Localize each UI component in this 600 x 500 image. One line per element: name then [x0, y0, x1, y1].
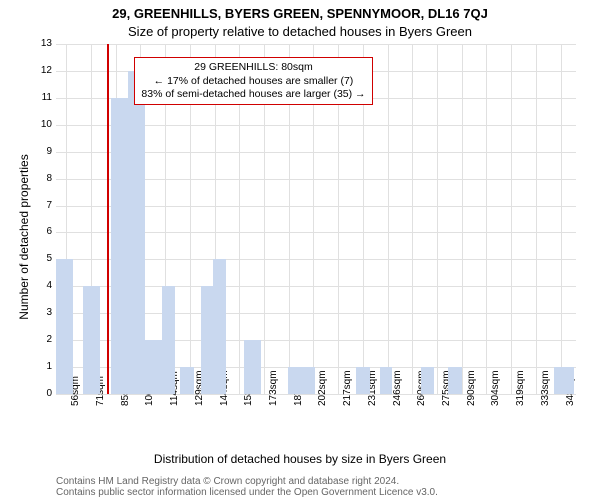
reference-line	[107, 44, 109, 394]
footer-text: Contains HM Land Registry data © Crown c…	[56, 476, 438, 498]
footer-line-1: Contains HM Land Registry data © Crown c…	[56, 476, 438, 487]
histogram-bar	[421, 367, 435, 394]
histogram-bar	[162, 286, 176, 394]
gridline-v	[462, 44, 463, 394]
annotation-line-2: ← 17% of detached houses are smaller (7)	[141, 75, 365, 88]
gridline-v	[561, 44, 562, 394]
x-tick: 202sqm	[317, 370, 328, 406]
histogram-bar	[56, 259, 73, 394]
histogram-bar	[111, 98, 128, 394]
histogram-bar	[356, 367, 370, 394]
y-tick: 13	[34, 38, 52, 49]
x-tick: 246sqm	[392, 370, 403, 406]
x-tick: 173sqm	[268, 370, 279, 406]
histogram-bar	[213, 259, 227, 394]
y-tick: 8	[34, 173, 52, 184]
x-axis-label: Distribution of detached houses by size …	[0, 452, 600, 466]
histogram-bar	[180, 367, 194, 394]
y-tick: 6	[34, 226, 52, 237]
histogram-bar	[83, 286, 100, 394]
gridline-v	[486, 44, 487, 394]
x-tick: 290sqm	[466, 370, 477, 406]
annotation-line-1: 29 GREENHILLS: 80sqm	[141, 61, 365, 74]
gridline-v	[536, 44, 537, 394]
histogram-bar	[288, 367, 315, 394]
histogram-bar	[128, 71, 145, 394]
histogram-bar	[244, 340, 261, 394]
y-axis-label: Number of detached properties	[17, 127, 31, 347]
x-tick: 217sqm	[342, 370, 353, 406]
y-tick: 2	[34, 334, 52, 345]
y-tick: 12	[34, 65, 52, 76]
annotation-line-3: 83% of semi-detached houses are larger (…	[141, 88, 365, 101]
y-tick: 5	[34, 253, 52, 264]
x-tick: 319sqm	[515, 370, 526, 406]
y-tick: 4	[34, 280, 52, 291]
chart-title-2: Size of property relative to detached ho…	[0, 24, 600, 39]
histogram-bar	[201, 286, 213, 394]
y-tick: 0	[34, 388, 52, 399]
y-tick: 10	[34, 119, 52, 130]
gridline-v	[437, 44, 438, 394]
y-tick: 3	[34, 307, 52, 318]
x-tick: 304sqm	[490, 370, 501, 406]
histogram-bar	[554, 367, 574, 394]
gridline-v	[511, 44, 512, 394]
y-tick: 7	[34, 200, 52, 211]
annotation-box: 29 GREENHILLS: 80sqm← 17% of detached ho…	[134, 57, 372, 104]
y-tick: 1	[34, 361, 52, 372]
histogram-bar	[448, 367, 462, 394]
y-tick: 11	[34, 92, 52, 103]
gridline-v	[412, 44, 413, 394]
histogram-bar	[145, 340, 162, 394]
x-tick: 333sqm	[540, 370, 551, 406]
histogram-bar	[380, 367, 392, 394]
footer-line-2: Contains public sector information licen…	[56, 487, 438, 498]
gridline-v	[388, 44, 389, 394]
y-tick: 9	[34, 146, 52, 157]
chart-plot-area: 01234567891011121356sqm71sqm85sqm100sqm1…	[56, 44, 576, 394]
gridline-h	[56, 44, 576, 45]
chart-title-1: 29, GREENHILLS, BYERS GREEN, SPENNYMOOR,…	[0, 6, 600, 21]
